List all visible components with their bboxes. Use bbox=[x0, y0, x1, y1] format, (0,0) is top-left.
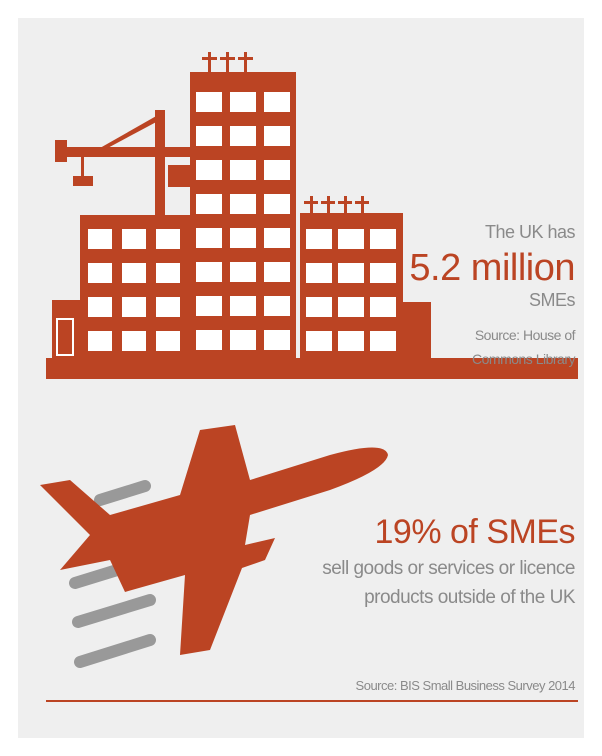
plane-illustration bbox=[40, 425, 388, 668]
window bbox=[122, 229, 146, 249]
window bbox=[196, 194, 222, 214]
crane-cable bbox=[81, 157, 84, 177]
window bbox=[122, 297, 146, 317]
window bbox=[88, 263, 112, 283]
window bbox=[338, 263, 364, 283]
window bbox=[88, 229, 112, 249]
window bbox=[264, 228, 290, 248]
window bbox=[196, 160, 222, 180]
window bbox=[264, 296, 290, 316]
intro: The UK has bbox=[485, 222, 576, 242]
window bbox=[264, 194, 290, 214]
divider bbox=[46, 700, 578, 702]
antenna bbox=[202, 57, 217, 60]
window bbox=[230, 160, 256, 180]
window bbox=[264, 92, 290, 112]
window bbox=[264, 262, 290, 282]
antenna bbox=[304, 201, 318, 204]
description: sell goods or services or licence bbox=[322, 558, 575, 579]
window bbox=[338, 297, 364, 317]
window bbox=[230, 228, 256, 248]
antenna bbox=[338, 201, 352, 204]
antenna bbox=[327, 196, 330, 213]
window bbox=[196, 126, 222, 146]
crane-weight bbox=[55, 140, 67, 162]
antenna bbox=[238, 57, 253, 60]
window bbox=[156, 263, 180, 283]
window bbox=[88, 297, 112, 317]
window bbox=[230, 126, 256, 146]
buildings-illustration bbox=[46, 52, 578, 378]
window bbox=[370, 263, 396, 283]
window bbox=[306, 331, 332, 351]
window bbox=[122, 263, 146, 283]
window bbox=[196, 262, 222, 282]
window bbox=[306, 297, 332, 317]
window bbox=[338, 229, 364, 249]
window bbox=[370, 297, 396, 317]
window bbox=[156, 229, 180, 249]
figure: 19% of SMEs bbox=[375, 513, 575, 551]
crane-strut bbox=[100, 115, 160, 150]
source: Source: House of bbox=[475, 327, 576, 343]
subject: SMEs bbox=[529, 290, 576, 310]
source: Source: BIS Small Business Survey 2014 bbox=[356, 678, 576, 693]
window bbox=[338, 331, 364, 351]
figure: 5.2 million bbox=[409, 247, 575, 289]
antenna bbox=[344, 196, 347, 213]
window bbox=[196, 228, 222, 248]
antenna bbox=[355, 201, 369, 204]
window bbox=[196, 330, 222, 350]
window bbox=[196, 92, 222, 112]
window bbox=[264, 160, 290, 180]
window bbox=[196, 296, 222, 316]
crane-hook bbox=[73, 176, 93, 186]
ground bbox=[46, 358, 578, 378]
divider bbox=[46, 377, 578, 379]
crane-mast bbox=[155, 110, 165, 215]
window bbox=[370, 229, 396, 249]
tower bbox=[190, 72, 296, 378]
antenna bbox=[310, 196, 313, 213]
window bbox=[88, 331, 112, 351]
window bbox=[306, 263, 332, 283]
door-panel bbox=[58, 320, 72, 354]
window bbox=[306, 229, 332, 249]
window bbox=[264, 126, 290, 146]
window bbox=[230, 330, 256, 350]
window bbox=[230, 262, 256, 282]
source: Commons Library bbox=[472, 351, 575, 367]
antenna bbox=[208, 52, 211, 72]
plane bbox=[40, 425, 388, 655]
description: products outside of the UK bbox=[364, 587, 576, 608]
antenna bbox=[220, 57, 235, 60]
crane-cab bbox=[168, 165, 190, 187]
window bbox=[230, 296, 256, 316]
antenna bbox=[361, 196, 364, 213]
window bbox=[230, 92, 256, 112]
crane-jib bbox=[55, 147, 195, 157]
window bbox=[230, 194, 256, 214]
window bbox=[370, 331, 396, 351]
window bbox=[122, 331, 146, 351]
antenna bbox=[321, 201, 335, 204]
antenna bbox=[226, 52, 229, 72]
window bbox=[156, 297, 180, 317]
window bbox=[156, 331, 180, 351]
window bbox=[264, 330, 290, 350]
antenna bbox=[244, 52, 247, 72]
